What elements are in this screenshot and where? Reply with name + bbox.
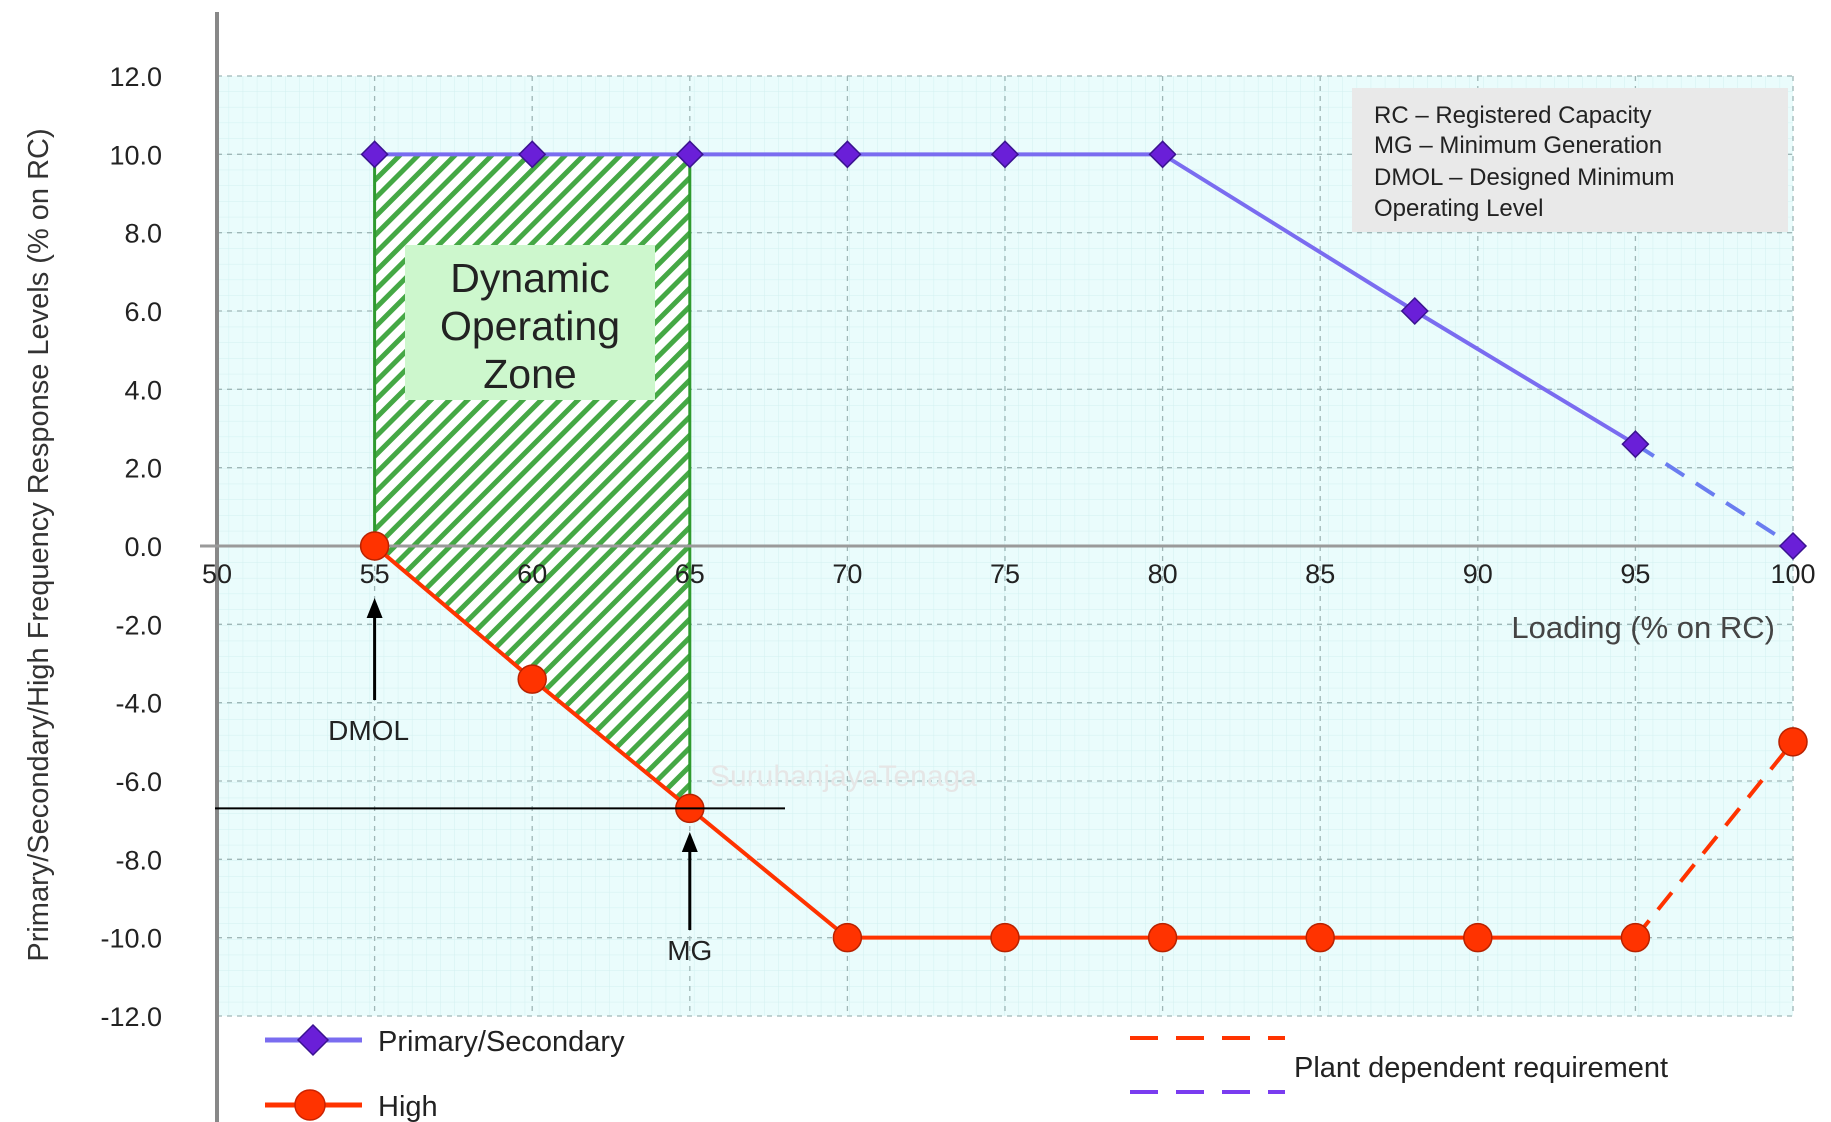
legend-primary-label: Primary/Secondary xyxy=(378,1026,625,1058)
x-tick-label: 85 xyxy=(1305,559,1335,589)
legend-dash-label: Plant dependent requirement xyxy=(1294,1052,1668,1084)
y-tick-labels: 12.0 10.0 8.0 6.0 4.0 2.0 0.0 -2.0 -4.0 -6.0 -8.0 -… xyxy=(100,62,162,1032)
legend: Primary/Secondary High Plant dependent r… xyxy=(265,1023,1668,1122)
dmol-arrow-head xyxy=(366,598,383,618)
mg-label: MG xyxy=(667,935,712,966)
y-tick-label: 0.0 xyxy=(124,532,162,562)
x-tick-label: 100 xyxy=(1770,559,1815,589)
high-point xyxy=(517,664,547,694)
x-tick-label: 60 xyxy=(517,559,547,589)
zone-label-line-3: Zone xyxy=(483,351,576,397)
y-tick-label: -8.0 xyxy=(115,845,162,875)
y-tick-label: 4.0 xyxy=(124,375,162,405)
x-axis-label: Loading (% on RC) xyxy=(1511,610,1775,645)
primary-secondary-point xyxy=(360,140,389,169)
info-line-mg: MG – Minimum Generation xyxy=(1374,132,1662,159)
primary-secondary-point xyxy=(675,140,704,169)
high-point xyxy=(359,531,390,561)
high-point xyxy=(1463,922,1493,953)
legend-primary-marker xyxy=(296,1023,330,1057)
x-tick-label: 50 xyxy=(202,559,232,589)
mg-arrow-head xyxy=(681,832,698,852)
series-dashed-primary-secondary xyxy=(1634,442,1795,548)
y-tick-label: 2.0 xyxy=(124,454,162,484)
x-tick-label: 55 xyxy=(360,559,390,589)
zone-label-line-2: Operating xyxy=(440,303,620,349)
zone-label-box xyxy=(405,245,655,400)
primary-secondary-point xyxy=(833,140,862,169)
x-tick-label: 90 xyxy=(1463,559,1493,589)
x-tick-label: 95 xyxy=(1620,559,1650,589)
y-tick-label: 10.0 xyxy=(109,140,162,170)
y-tick-label: -2.0 xyxy=(115,610,162,640)
y-tick-label: 8.0 xyxy=(124,219,162,249)
high-point xyxy=(1305,922,1335,953)
info-line-dmol: DMOL – Designed Minimum xyxy=(1374,164,1675,191)
info-box-background xyxy=(1352,88,1788,232)
primary-secondary-point xyxy=(1148,140,1177,169)
dynamic-operating-zone: Dynamic Operating Zone xyxy=(373,154,692,809)
primary-secondary-point xyxy=(1621,430,1650,459)
y-tick-label: 6.0 xyxy=(124,297,162,327)
high-point xyxy=(1620,922,1651,953)
legend-high-label: High xyxy=(378,1091,438,1122)
y-tick-label: 12.0 xyxy=(109,62,162,92)
info-line-rc: RC – Registered Capacity xyxy=(1374,102,1651,129)
y-tick-label: -10.0 xyxy=(100,924,162,954)
zone-label-line-1: Dynamic xyxy=(450,255,609,301)
y-tick-label: -6.0 xyxy=(115,767,162,797)
primary-secondary-point xyxy=(1400,296,1429,326)
x-tick-label: 70 xyxy=(832,559,862,589)
x-tick-label: 80 xyxy=(1148,559,1178,589)
series-layer xyxy=(359,140,1808,953)
info-line-dmol-cont: Operating Level xyxy=(1374,195,1543,222)
primary-secondary-point xyxy=(518,140,547,169)
high-point xyxy=(990,922,1020,953)
high-point xyxy=(1147,922,1178,953)
high-point xyxy=(832,922,863,953)
high-point xyxy=(1778,727,1808,757)
dmol-label: DMOL xyxy=(328,715,409,746)
y-tick-label: -4.0 xyxy=(115,689,162,719)
legend-high-marker xyxy=(294,1089,326,1121)
primary-secondary-point xyxy=(1778,531,1808,561)
annotations: DMOL MG xyxy=(215,598,785,966)
x-tick-labels: 50 55 60 65 70 75 80 85 90 95 100 xyxy=(202,559,1816,589)
y-axis-label: Primary/Secondary/High Frequency Respons… xyxy=(23,128,55,961)
series-line-primary-secondary xyxy=(374,152,1637,446)
x-tick-label: 75 xyxy=(990,559,1020,589)
y-tick-label: -12.0 xyxy=(100,1002,162,1032)
watermark: SuruhanjayaTenaga xyxy=(710,760,977,793)
series-dashed-high xyxy=(1633,740,1795,939)
info-box: RC – Registered Capacity MG – Minimum Ge… xyxy=(1352,88,1788,232)
x-tick-label: 65 xyxy=(675,559,705,589)
primary-secondary-point xyxy=(990,140,1020,169)
